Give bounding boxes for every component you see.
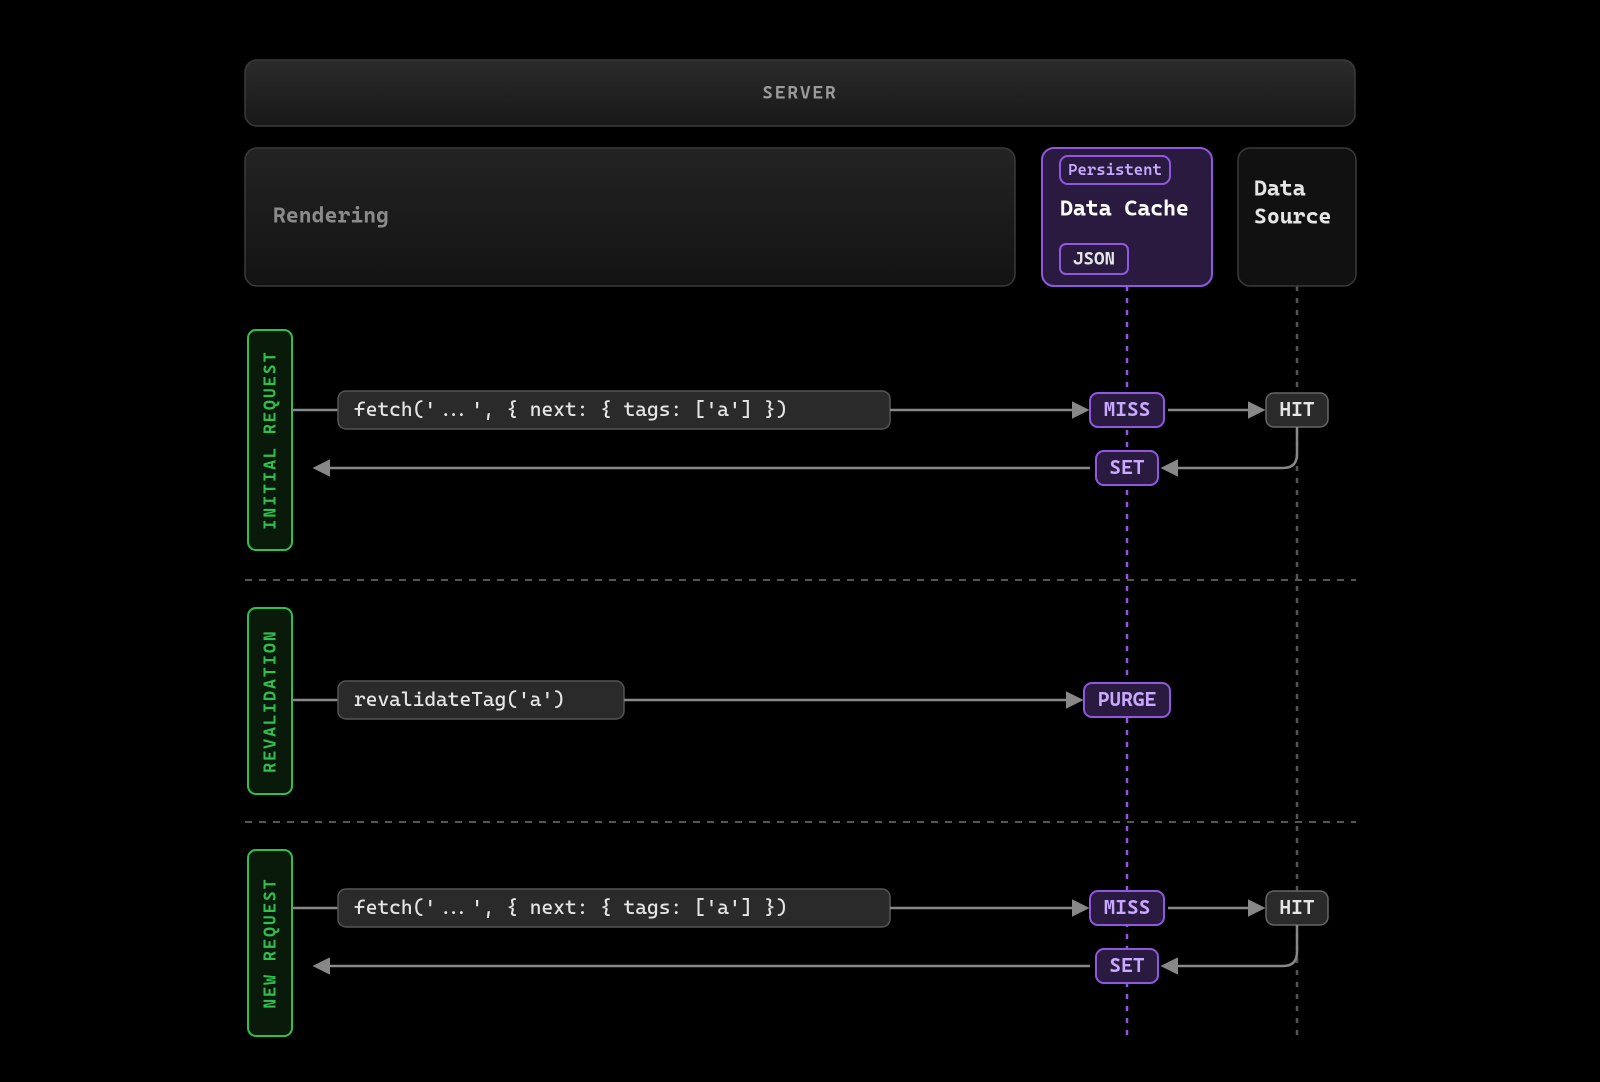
pill-miss-label: MISS [1104, 397, 1151, 421]
arrow-elbow [1164, 427, 1297, 468]
phase-label-initial: INITIAL REQUEST [259, 350, 279, 529]
json-badge-label: JSON [1073, 249, 1115, 270]
pill-purge-label: PURGE [1098, 687, 1157, 711]
code-text: revalidateTag('a') [354, 687, 565, 711]
code-text: fetch('...', { next: { tags: ['a'] }) [354, 895, 788, 919]
persistent-badge-label: Persistent [1068, 160, 1162, 179]
arrow-elbow [1164, 925, 1297, 966]
pill-hit-label: HIT [1279, 895, 1314, 919]
server-header-label: SERVER [762, 83, 837, 104]
rendering-label: Rendering [273, 204, 389, 229]
phase-label-revalidation: REVALIDATION [259, 629, 279, 773]
diagram-canvas: SERVER Rendering Data Cache Persistent JSON D… [0, 0, 1600, 1082]
code-text: fetch('...', { next: { tags: ['a'] }) [354, 397, 788, 421]
data-source-label-1: Data [1254, 177, 1306, 202]
data-cache-label: Data Cache [1060, 197, 1189, 222]
data-source-label-2: Source [1254, 205, 1331, 230]
pill-miss-label: MISS [1104, 895, 1151, 919]
pill-set-label: SET [1109, 953, 1144, 977]
pill-hit-label: HIT [1279, 397, 1314, 421]
phase-label-new: NEW REQUEST [259, 877, 279, 1009]
pill-set-label: SET [1109, 455, 1144, 479]
